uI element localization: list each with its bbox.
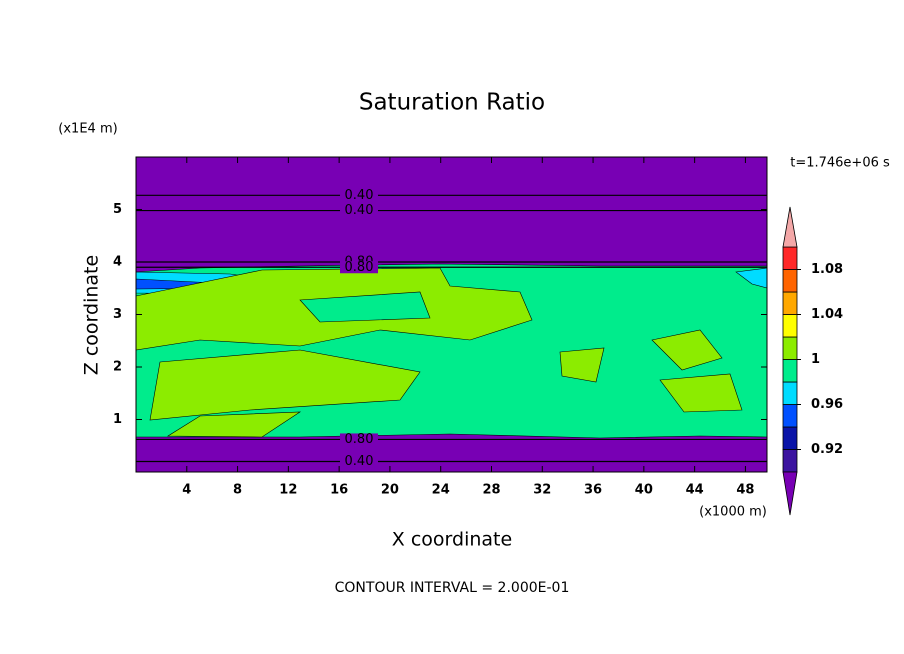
colorbar-bin	[782, 404, 798, 428]
colorbar-bin	[782, 336, 798, 360]
x-unit: (x1000 m)	[699, 505, 767, 520]
x-tick-label: 40	[635, 483, 653, 498]
colorbar-tick-label: 0.92	[811, 442, 843, 457]
contour-fill	[166, 411, 302, 438]
colorbar-bin	[782, 449, 798, 473]
colorbar-tick-label: 1.04	[811, 307, 843, 322]
colorbar-over	[782, 206, 798, 248]
contour-fill	[651, 329, 723, 371]
contour-fill	[299, 291, 431, 323]
colorbar-tick-label: 1.08	[811, 262, 843, 277]
x-tick-label: 8	[233, 483, 242, 498]
x-tick-label: 32	[533, 483, 551, 498]
colorbar-bin	[782, 359, 798, 383]
x-tick-label: 12	[279, 483, 297, 498]
x-tick-label: 16	[330, 483, 348, 498]
colorbar-bin	[782, 269, 798, 293]
x-tick-label: 24	[432, 483, 450, 498]
y-tick-label: 4	[113, 255, 122, 270]
contour-label-bg	[340, 189, 378, 202]
colorbar-tick-label: 1	[811, 352, 820, 367]
y-tick-label: 2	[113, 360, 122, 375]
x-tick-label: 28	[482, 483, 500, 498]
contour-fill	[559, 347, 605, 383]
colorbar-under	[782, 471, 798, 516]
footer: CONTOUR INTERVAL = 2.000E-01	[335, 580, 570, 596]
x-tick-label: 36	[584, 483, 602, 498]
contour-label: 0.40	[345, 188, 374, 203]
x-axis-title: X coordinate	[392, 529, 512, 551]
contour-label-bg	[340, 261, 378, 274]
x-tick-label: 48	[736, 483, 754, 498]
y-axis-title: Z coordinate	[81, 255, 103, 375]
x-tick-label: 20	[381, 483, 399, 498]
contour-label-bg	[340, 433, 378, 446]
x-tick-label: 44	[686, 483, 704, 498]
colorbar-bin	[782, 381, 798, 405]
contour-label: 0.40	[345, 454, 374, 469]
contour-label: 0.40	[345, 203, 374, 218]
contour-label: 0.80	[345, 432, 374, 447]
time-label: t=1.746e+06 s	[790, 156, 890, 171]
colorbar-bin	[782, 314, 798, 338]
colorbar-tick-label: 0.96	[811, 397, 843, 412]
y-tick-label: 5	[113, 202, 122, 217]
colorbar-bin	[782, 246, 798, 270]
contour-fill	[149, 349, 421, 421]
contour-label: 0.80	[345, 260, 374, 275]
colorbar-bin	[782, 426, 798, 450]
contour-label-bg	[340, 455, 378, 468]
contour-fill	[659, 373, 743, 413]
chart-title: Saturation Ratio	[359, 90, 545, 116]
y-tick-label: 1	[113, 412, 122, 427]
x-tick-label: 4	[182, 483, 191, 498]
contour-label-bg	[340, 204, 378, 217]
y-unit: (x1E4 m)	[58, 122, 117, 137]
y-tick-label: 3	[113, 307, 122, 322]
colorbar-bin	[782, 291, 798, 315]
